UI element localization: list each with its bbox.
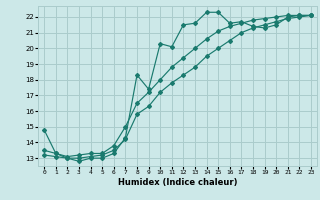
- X-axis label: Humidex (Indice chaleur): Humidex (Indice chaleur): [118, 178, 237, 187]
